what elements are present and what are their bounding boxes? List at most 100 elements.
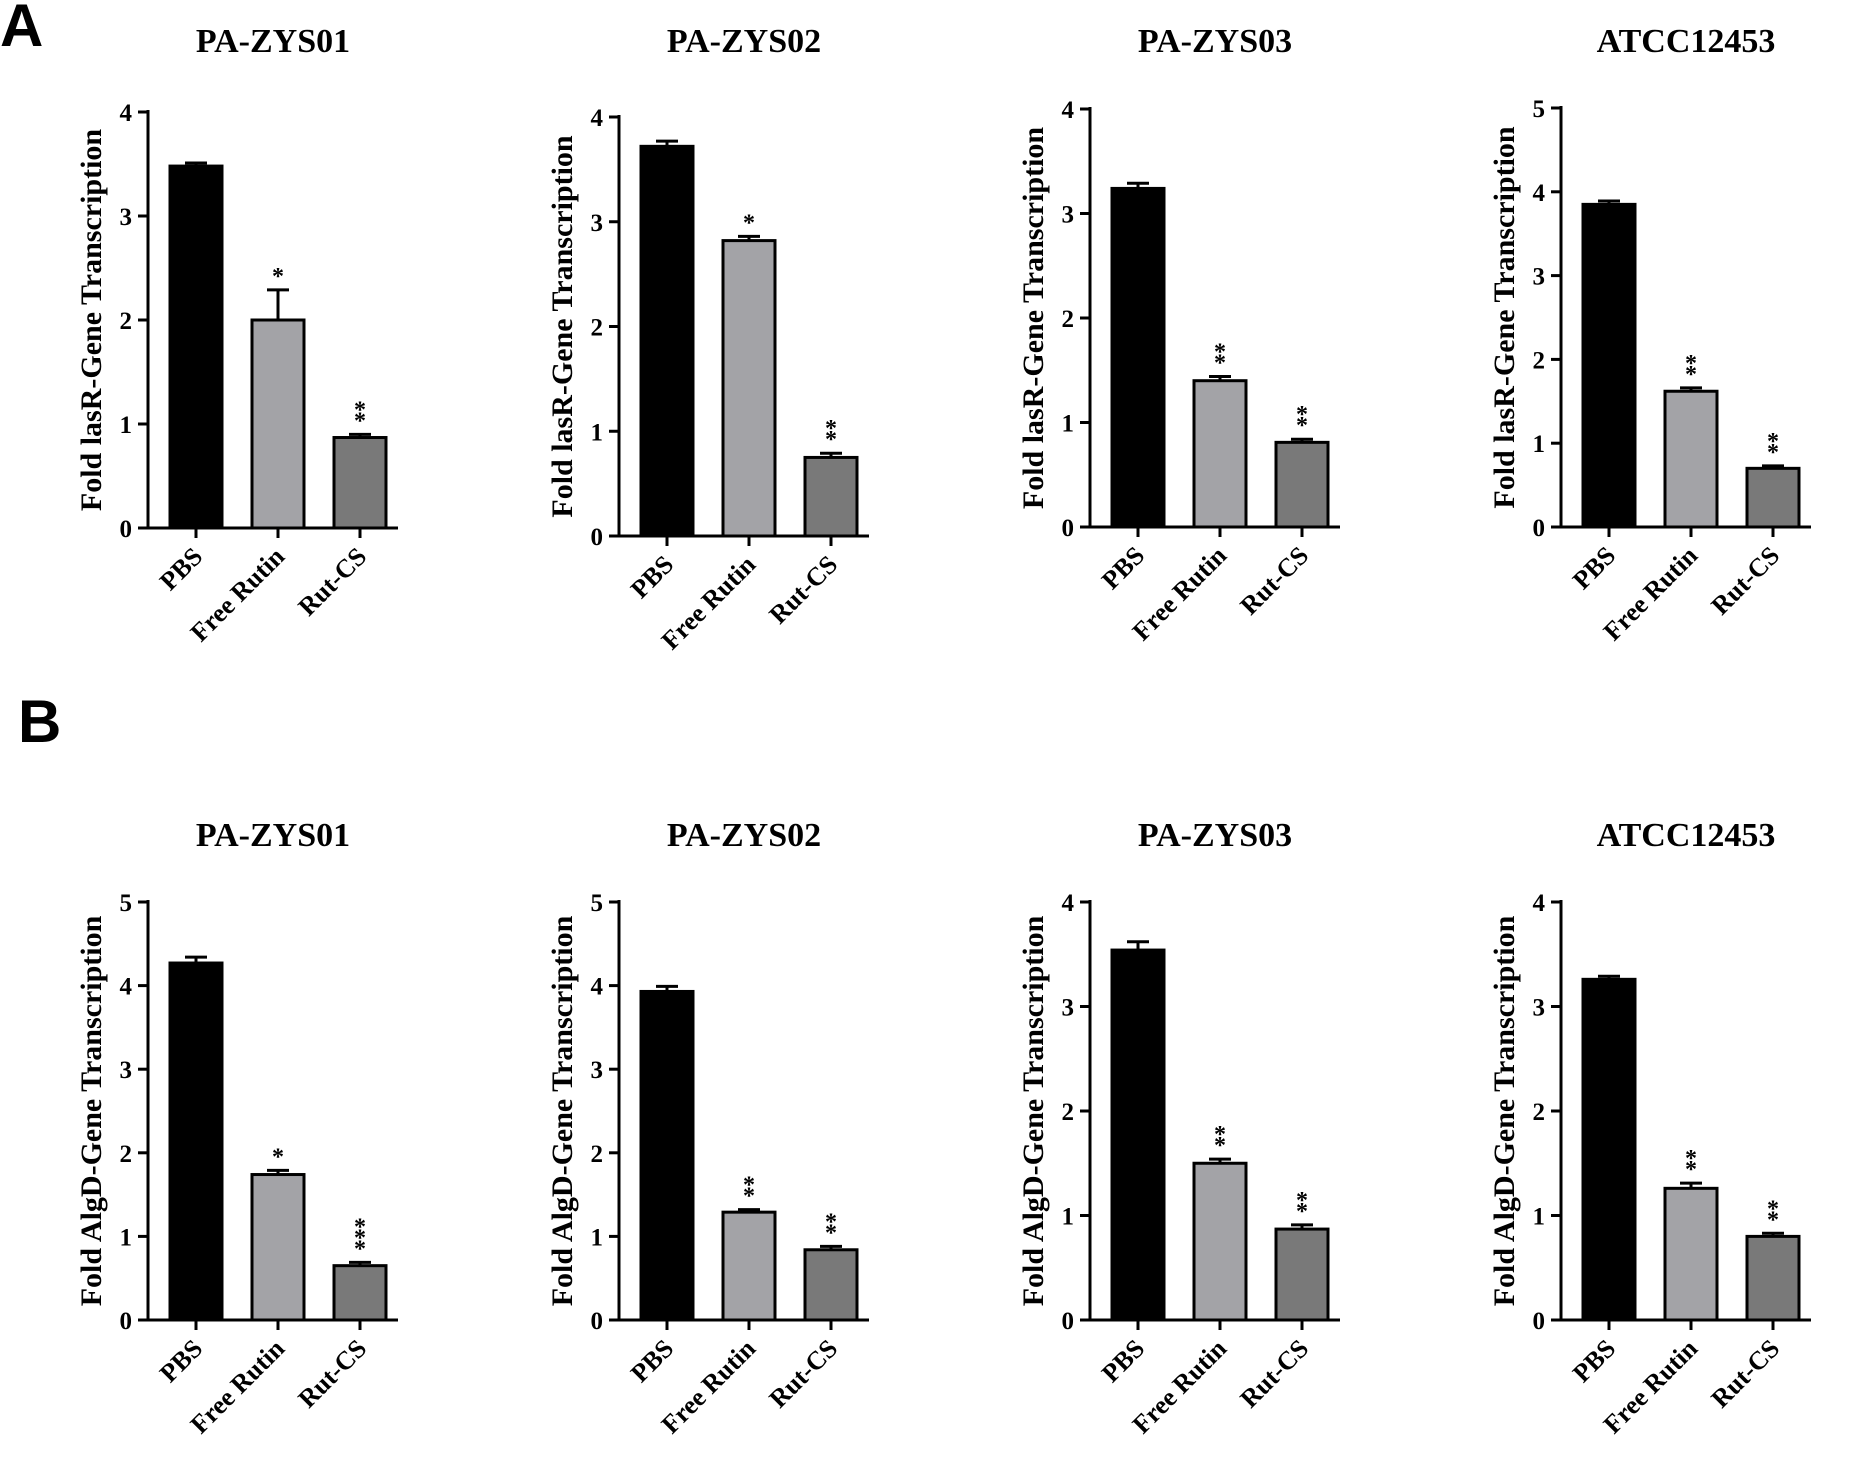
y-tick-label: 4 [1062, 97, 1075, 124]
bar-rut-cs [1745, 1234, 1801, 1322]
significance-star: * [1296, 413, 1308, 439]
bar-chart-b-pa-zys02: PA-ZYS02 Fold AlgD-Gene Transcription 0 1 2 3… [546, 817, 869, 1439]
x-tick-label: PBS [625, 1334, 679, 1388]
significance-star: * [354, 408, 366, 434]
significance-star: * [1767, 429, 1779, 455]
significance-star: * [354, 1214, 366, 1240]
y-tick-label: 1 [1062, 1204, 1075, 1231]
y-tick-label: 2 [591, 1141, 604, 1168]
x-tick-label: Rut-CS [1234, 541, 1314, 621]
significance-star: * [1296, 402, 1308, 428]
bar-chart-a-pa-zys03: PA-ZYS03 Fold lasR-Gene Transcription 0 1 2 3… [1017, 23, 1340, 646]
chart-title: ATCC12453 [1597, 817, 1776, 854]
bar-chart-b-atcc12453: ATCC12453 Fold AlgD-Gene Transcription 0 1 2… [1488, 817, 1811, 1439]
significance-star: * [272, 264, 284, 290]
y-tick-label: 2 [1533, 347, 1546, 374]
y-axis-label: Fold lasR-Gene Transcription [1488, 126, 1521, 509]
significance-star: * [1685, 351, 1697, 377]
significance-star: * [1767, 1207, 1779, 1233]
y-tick-label: 2 [1062, 306, 1075, 333]
y-axis-label: Fold AlgD-Gene Transcription [1488, 915, 1521, 1306]
significance-star: * [743, 1184, 755, 1210]
y-tick-label: 3 [1062, 202, 1075, 229]
panel-letter-b: B [18, 688, 61, 755]
chart-title: PA-ZYS02 [667, 817, 821, 854]
y-tick-label: 4 [1533, 180, 1546, 207]
x-tick-label: PBS [1567, 541, 1621, 595]
x-tick-label: Rut-CS [292, 1334, 372, 1414]
y-axis-label: Fold AlgD-Gene Transcription [546, 915, 579, 1306]
x-tick-label: PBS [1567, 1334, 1621, 1388]
y-tick-label: 3 [1533, 264, 1546, 291]
x-tick-label: Rut-CS [1705, 541, 1785, 621]
y-tick-label: 3 [120, 204, 133, 231]
bar-rut-cs [1274, 1227, 1330, 1322]
significance-star: * [1214, 1133, 1226, 1159]
bar-pbs [168, 164, 224, 530]
y-tick-label: 3 [120, 1057, 133, 1084]
bar-pbs [639, 989, 695, 1322]
y-tick-label: 1 [1533, 1204, 1546, 1231]
bar-chart-a-pa-zys02: PA-ZYS02 Fold lasR-Gene Transcription 0 1 2 3… [546, 23, 869, 655]
x-tick-label: Rut-CS [292, 542, 372, 622]
bar-rut-cs [332, 436, 388, 530]
significance-star: * [1685, 1146, 1697, 1172]
y-tick-label: 0 [1062, 1308, 1075, 1335]
y-tick-label: 2 [120, 308, 133, 335]
y-tick-label: 0 [591, 524, 604, 551]
y-tick-label: 2 [1062, 1099, 1075, 1126]
significance-star: * [1214, 1122, 1226, 1148]
bar-pbs [168, 961, 224, 1322]
y-tick-label: 0 [1533, 515, 1546, 542]
y-tick-label: 5 [120, 890, 133, 917]
y-tick-label: 1 [591, 1224, 604, 1251]
y-tick-label: 1 [591, 419, 604, 446]
chart-title: PA-ZYS02 [667, 23, 821, 60]
y-axis-label: Fold lasR-Gene Transcription [75, 129, 108, 512]
bar-free-rutin [1663, 389, 1719, 529]
x-tick-label: PBS [1096, 1334, 1150, 1388]
y-tick-label: 0 [591, 1308, 604, 1335]
y-tick-label: 4 [1062, 890, 1075, 917]
y-axis-label: Fold lasR-Gene Transcription [1017, 127, 1050, 510]
bar-pbs [1581, 202, 1637, 529]
y-axis-label: Fold lasR-Gene Transcription [546, 135, 579, 518]
significance-star: * [1296, 1199, 1308, 1225]
y-tick-label: 2 [1533, 1099, 1546, 1126]
significance-star: * [1685, 362, 1697, 388]
y-tick-label: 1 [120, 412, 133, 439]
significance-star: * [1685, 1157, 1697, 1183]
x-tick-label: PBS [154, 542, 208, 596]
x-tick-label: PBS [154, 1334, 208, 1388]
y-tick-label: 5 [591, 890, 604, 917]
bar-rut-cs [1274, 440, 1330, 529]
chart-title: PA-ZYS03 [1138, 817, 1292, 854]
bar-rut-cs [332, 1264, 388, 1322]
y-tick-label: 3 [1062, 995, 1075, 1022]
bar-rut-cs [1745, 466, 1801, 529]
y-axis-label: Fold AlgD-Gene Transcription [75, 915, 108, 1306]
y-tick-label: 4 [120, 974, 133, 1001]
y-tick-label: 1 [1533, 431, 1546, 458]
y-tick-label: 0 [1062, 515, 1075, 542]
bar-free-rutin [250, 318, 306, 530]
chart-title: PA-ZYS03 [1138, 23, 1292, 60]
y-tick-label: 3 [591, 1057, 604, 1084]
y-tick-label: 4 [591, 974, 604, 1001]
y-tick-label: 3 [591, 210, 604, 237]
chart-title: ATCC12453 [1597, 23, 1776, 60]
significance-star: * [272, 1144, 284, 1170]
bar-free-rutin [721, 1210, 777, 1322]
bar-pbs [1110, 948, 1166, 1322]
bar-free-rutin [250, 1173, 306, 1322]
bar-free-rutin [721, 239, 777, 538]
chart-title: PA-ZYS01 [196, 23, 350, 60]
significance-star: * [354, 397, 366, 423]
x-tick-label: Rut-CS [763, 1334, 843, 1414]
charts-container: PA-ZYS01 Fold lasR-Gene Transcription 0 1 2 3… [75, 23, 1811, 1439]
y-tick-label: 4 [120, 100, 133, 127]
y-tick-label: 3 [1533, 995, 1546, 1022]
panel-letter-a: A [0, 0, 43, 59]
x-tick-label: Rut-CS [763, 550, 843, 630]
